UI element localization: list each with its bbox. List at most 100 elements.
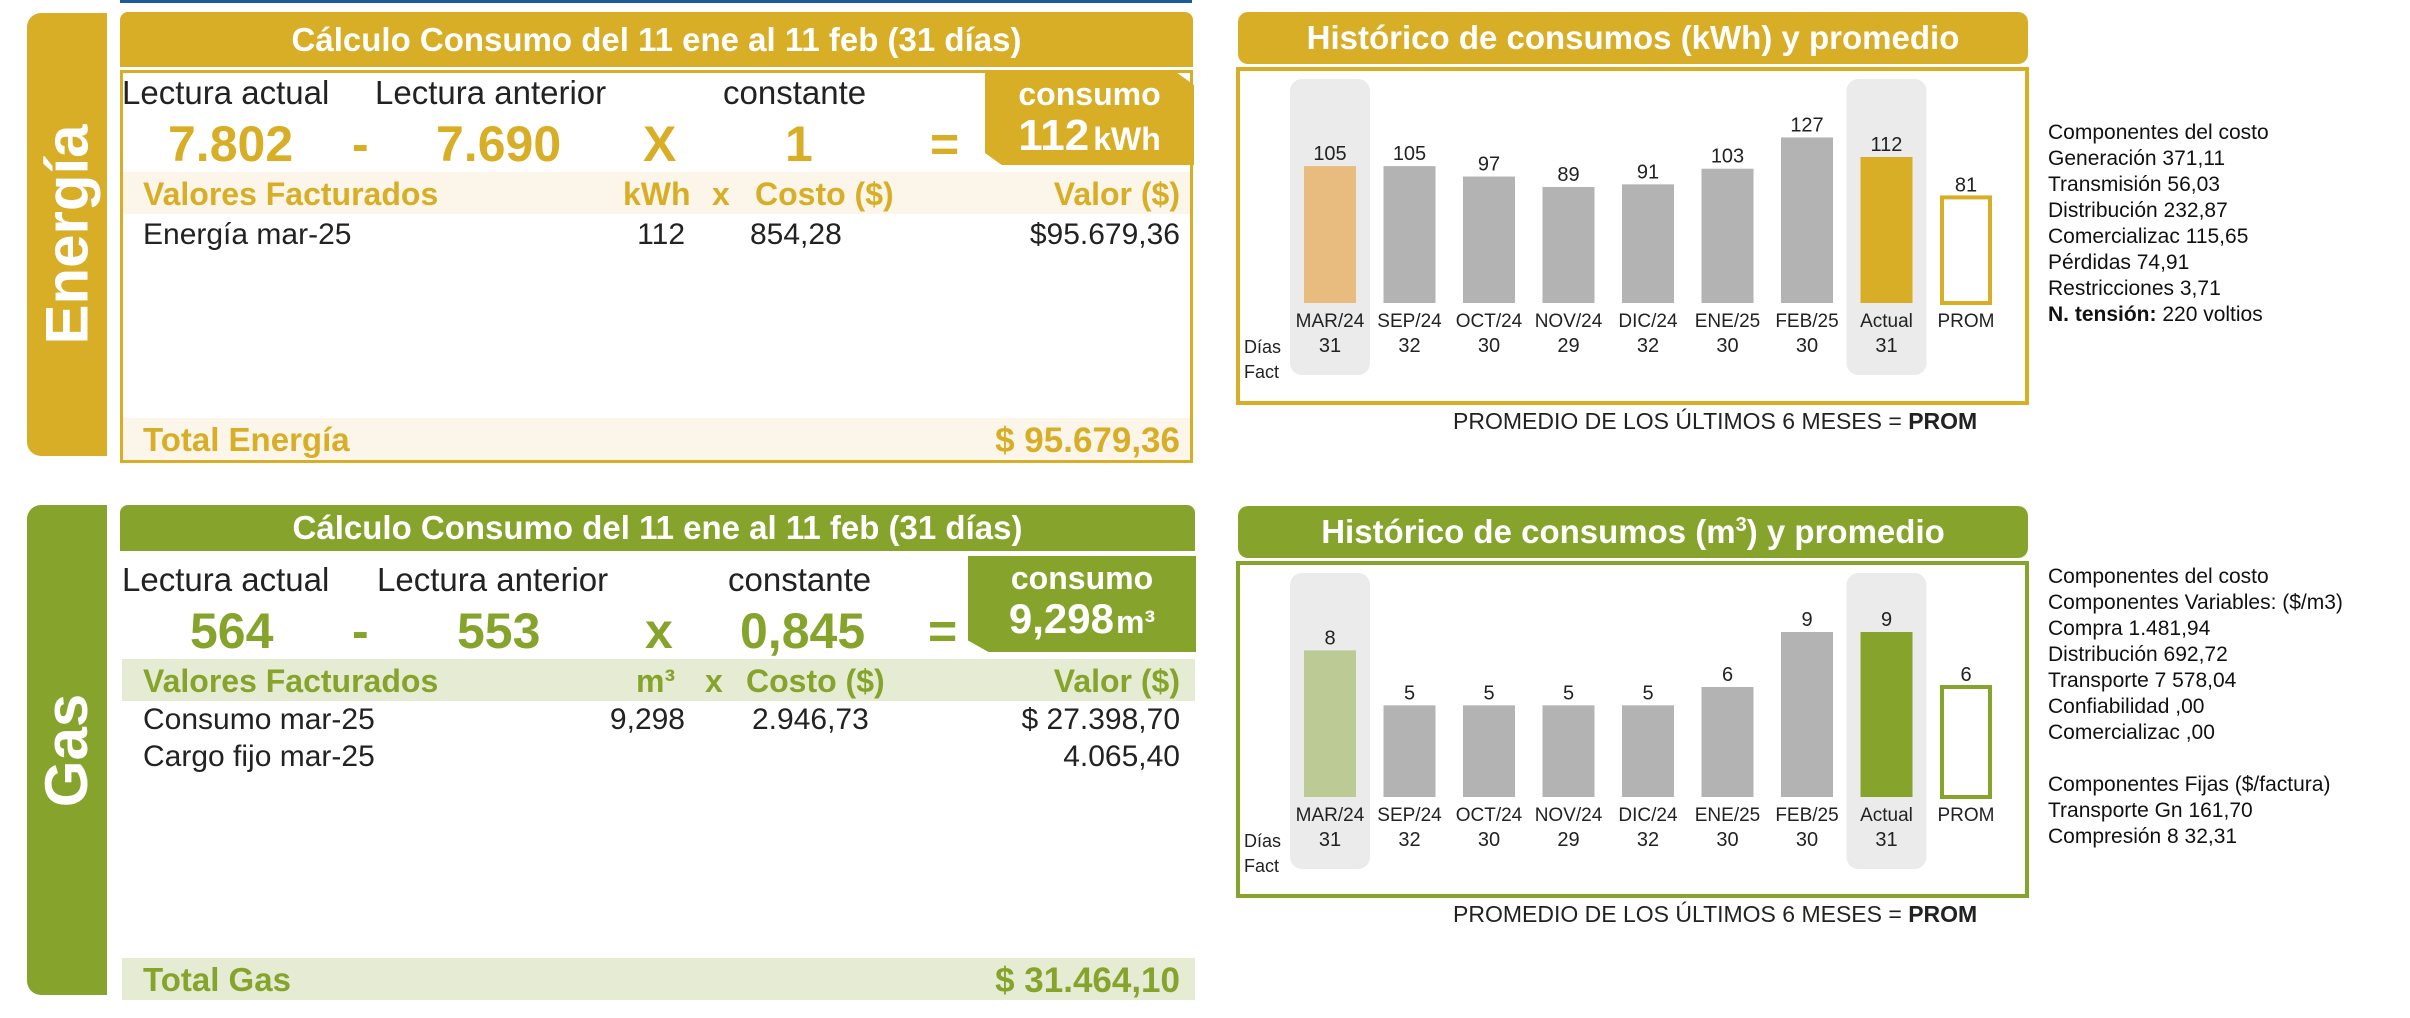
energy-chart-dias-label: Días	[1244, 337, 1281, 357]
gas-cost-line: Confiabilidad ,00	[2048, 695, 2205, 718]
energy-chart-category-label: NOV/24	[1535, 311, 1603, 332]
energy-consumo-value: 112	[1018, 111, 1090, 160]
energy-table-head-band	[123, 172, 1190, 214]
gas-row-qty: 9,298	[609, 703, 685, 736]
energy-constante-value: 1	[785, 116, 813, 172]
energy-chart-title: Histórico de consumos (kWh) y promedio	[1306, 19, 1960, 56]
energy-chart-bar	[1463, 176, 1515, 303]
gas-total-label: Total Gas	[143, 961, 291, 998]
gas-chart-title-pre: Histórico de consumos (m	[1321, 513, 1736, 550]
gas-chart-bar	[1860, 632, 1913, 797]
energy-lectura-anterior-value: 7.690	[436, 116, 562, 172]
gas-head-concept: Valores Facturados	[143, 663, 439, 699]
gas-head-value: Valor ($)	[1053, 663, 1180, 699]
energy-chart-data-label: 127	[1790, 114, 1823, 136]
gas-row-concept: Cargo fijo mar-25	[143, 740, 375, 773]
energy-consumo-value-line: 112 kWh	[985, 111, 1194, 161]
gas-cost-line	[2048, 746, 2343, 772]
gas-chart-dias-value: 32	[1637, 829, 1659, 851]
gas-chart-data-label: 8	[1324, 627, 1335, 649]
gas-chart-fact-label: Fact	[1244, 856, 1279, 876]
gas-chart-dias-value: 32	[1398, 829, 1420, 851]
gas-chart-category-label: Actual	[1860, 805, 1913, 826]
energy-tension-label: N. tensión:	[2048, 303, 2157, 326]
gas-chart-category-label: DIC/24	[1618, 805, 1678, 826]
energy-row-cost: 854,28	[750, 218, 842, 251]
energy-chart-dias-value: 30	[1478, 335, 1500, 357]
gas-chart-dias-label: Días	[1244, 831, 1281, 851]
energy-chart-dias-value: 32	[1637, 335, 1659, 357]
energy-cost-line: Distribución 232,87	[2048, 199, 2228, 222]
energy-tab-label: Energía	[33, 124, 101, 345]
energy-calc-header-text: Cálculo Consumo del 11 ene al 11 feb (31…	[291, 20, 1022, 58]
energy-chart-bar	[1383, 166, 1436, 303]
gas-constante-label: constante	[728, 561, 872, 598]
gas-chart-bar	[1463, 705, 1515, 797]
energy-cost-line: Generación 371,11	[2048, 147, 2226, 170]
gas-chart-data-label: 5	[1563, 682, 1574, 704]
gas-table-head-band	[122, 659, 1195, 701]
gas-chart-dias-value: 30	[1796, 829, 1818, 851]
energy-constante-label: constante	[723, 74, 867, 111]
energy-chart-data-label: 105	[1393, 143, 1426, 165]
gas-cost-line: Transporte Gn 161,70	[2048, 799, 2253, 822]
energy-head-value: Valor ($)	[1053, 176, 1180, 212]
energy-cost-line: Comercializac 115,65	[2048, 225, 2249, 248]
energy-chart-bar	[1304, 166, 1356, 303]
energy-calc-frame	[120, 70, 1193, 463]
gas-row-value: $ 27.398,70	[1021, 703, 1180, 736]
energy-chart-category-label: OCT/24	[1456, 311, 1523, 332]
gas-times-sign: x	[645, 603, 673, 659]
energy-chart-data-label: 105	[1313, 143, 1346, 165]
energy-chart-category-label: SEP/24	[1377, 311, 1442, 332]
energy-chart-data-label: 91	[1637, 161, 1659, 183]
gas-chart-bar	[1701, 687, 1754, 797]
energy-tension-line: N. tensión: 220 voltios	[2048, 302, 2269, 328]
energy-chart-data-label: 103	[1711, 146, 1744, 168]
gas-lectura-actual-label: Lectura actual	[122, 561, 330, 598]
energy-calc-header: Cálculo Consumo del 11 ene al 11 feb (31…	[120, 12, 1193, 67]
energy-head-cost: Costo ($)	[755, 176, 894, 212]
energy-cost-line: Pérdidas 74,91	[2048, 251, 2190, 274]
energy-cost-line: Transmisión 56,03	[2048, 173, 2220, 196]
gas-prom-note: PROMEDIO DE LOS ÚLTIMOS 6 MESES = PROM	[1453, 901, 1977, 928]
gas-chart-dias-value: 31	[1875, 829, 1897, 851]
gas-chart-title-post: ) y promedio	[1746, 513, 1945, 550]
gas-chart-category-label: NOV/24	[1535, 805, 1603, 826]
gas-chart-bar	[1383, 705, 1436, 797]
gas-chart-bar	[1781, 632, 1833, 797]
gas-chart-dias-value: 30	[1716, 829, 1738, 851]
energy-total-value: $ 95.679,36	[995, 421, 1180, 460]
gas-consumo-unit: m³	[1116, 604, 1156, 640]
energy-chart-dias-value: 32	[1398, 335, 1420, 357]
energy-times-sign: X	[643, 116, 677, 172]
energy-cost-line: Restricciones 3,71	[2048, 277, 2221, 300]
energy-total-label: Total Energía	[143, 421, 350, 458]
energy-chart-dias-value: 30	[1716, 335, 1738, 357]
gas-chart-data-label: 5	[1483, 682, 1494, 704]
energy-lectura-actual-label: Lectura actual	[122, 74, 330, 111]
gas-consumo-value-line: 9,298m³	[968, 595, 1196, 643]
gas-chart-data-label: 9	[1881, 609, 1892, 631]
gas-lectura-anterior-label: Lectura anterior	[377, 561, 609, 598]
energy-side-tab: Energía	[27, 13, 107, 456]
gas-chart-data-label: 6	[1960, 664, 1971, 686]
energy-chart-bar	[1860, 156, 1913, 303]
energy-chart-dias-value: 31	[1875, 335, 1897, 357]
energy-row-qty: 112	[637, 218, 685, 251]
energy-chart-bar	[1701, 168, 1754, 303]
gas-consumo-value: 9,298	[1008, 595, 1114, 642]
gas-chart-category-label: PROM	[1938, 805, 1995, 826]
gas-cost-line: Componentes Fijas ($/factura)	[2048, 773, 2331, 796]
gas-equals-sign: =	[928, 603, 958, 659]
gas-chart-bar	[1304, 650, 1356, 797]
energy-chart-category-label: ENE/25	[1695, 311, 1760, 332]
gas-chart-bar	[1940, 685, 1992, 799]
gas-chart-data-label: 5	[1642, 682, 1653, 704]
gas-calc-header-text: Cálculo Consumo del 11 ene al 11 feb (31…	[292, 509, 1023, 546]
energy-cost-line: Componentes del costo	[2048, 121, 2269, 144]
energy-row-value: $95.679,36	[1029, 218, 1180, 251]
gas-cost-line: Transporte 7 578,04	[2048, 669, 2237, 692]
energy-head-qty: kWh	[623, 176, 691, 212]
energy-cost-components: Componentes del costo Generación 371,11 …	[2048, 120, 2269, 328]
